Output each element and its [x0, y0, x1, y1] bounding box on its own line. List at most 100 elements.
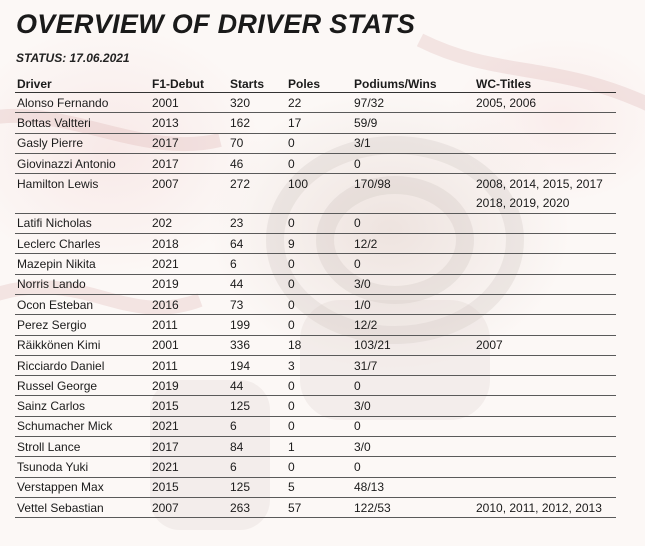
driver-cell: Alonso Fernando [15, 92, 150, 114]
table-row: Perez Sergio 2011 199 0 12/2 [15, 314, 616, 336]
starts-cell [228, 193, 286, 214]
starts-cell: 336 [228, 335, 286, 356]
driver-cell: Ocon Esteban [15, 294, 150, 316]
starts-cell: 84 [228, 436, 286, 458]
driver-cell: Tsunoda Yuki [15, 456, 150, 478]
driver-cell: Perez Sergio [15, 314, 150, 336]
wc-titles-cell [474, 153, 616, 175]
poles-cell: 57 [286, 497, 352, 519]
wc-titles-cell: 2005, 2006 [474, 92, 616, 114]
table-row: Sainz Carlos 2015 125 0 3/0 [15, 395, 616, 417]
f1-debut-cell: 2021 [150, 253, 228, 275]
f1-debut-cell: 2011 [150, 355, 228, 377]
poles-cell: 1 [286, 436, 352, 458]
podiums-wins-cell: 97/32 [352, 92, 474, 114]
podiums-wins-cell: 1/0 [352, 294, 474, 316]
podiums-wins-cell: 170/98 [354, 176, 391, 191]
column-header-starts: Starts [228, 75, 286, 93]
starts-cell: 6 [228, 456, 286, 478]
starts-cell: 6 [228, 416, 286, 438]
driver-cell: Vettel Sebastian [15, 497, 150, 519]
podiums-wins-cell: 3/0 [352, 436, 474, 458]
driver-cell: Räikkönen Kimi [15, 335, 150, 356]
podiums-wins-cell: 0 [352, 253, 474, 275]
podiums-wins-cell: 48/13 [352, 477, 474, 498]
starts-cell: 320 [228, 92, 286, 114]
starts-cell: 125 [228, 477, 286, 498]
driver-cell: Latifi Nicholas [15, 213, 150, 235]
poles-cell: 0 [286, 253, 352, 275]
wc-titles-cell [474, 314, 616, 336]
wc-titles-cell [474, 395, 616, 417]
starts-cell: 23 [228, 213, 286, 235]
podiums-wins-cell: 0 [352, 416, 474, 438]
poles-cell: 18 [286, 335, 352, 356]
starts-cell: 73 [228, 294, 286, 316]
wc-titles-cell: 2007 [474, 335, 616, 356]
f1-debut-cell: 2018 [150, 233, 228, 255]
starts-cell: 70 [228, 133, 286, 154]
f1-debut-cell: 2011 [150, 314, 228, 336]
table-body: Alonso Fernando 2001 320 22 97/32 2005, 2006 B… [15, 92, 616, 519]
podiums-wins-cell: 12/2 [352, 314, 474, 336]
table-row: Hamilton Lewis 2007 272 100 170/98 2008, 2014… [15, 174, 616, 194]
podiums-wins-cell: 0 [352, 375, 474, 397]
table-row: Räikkönen Kimi 2001 336 18 103/21 2007 [15, 335, 616, 356]
table-row: Schumacher Mick 2021 6 0 0 [15, 416, 616, 438]
column-header-f1-debut: F1-Debut [150, 75, 228, 93]
starts-cell: 6 [228, 253, 286, 275]
status-date: STATUS: 17.06.2021 [16, 51, 130, 65]
column-header-podiums-wins: Podiums/Wins [352, 75, 474, 93]
driver-cell: Verstappen Max [15, 477, 150, 498]
podiums-wins-cell: 0 [352, 456, 474, 478]
table-row: Mazepin Nikita 2021 6 0 0 [15, 253, 616, 275]
poles-cell: 0 [286, 375, 352, 397]
column-header-poles: Poles [286, 75, 352, 93]
f1-debut-cell: 2001 [150, 92, 228, 114]
driver-cell: Stroll Lance [15, 436, 150, 458]
poles-cell: 0 [286, 314, 352, 336]
driver-cell: Schumacher Mick [15, 416, 150, 438]
podiums-wins-cell: 12/2 [352, 233, 474, 255]
podiums-wins-cell: 3/1 [352, 133, 474, 154]
driver-cell: Ricciardo Daniel [15, 355, 150, 377]
wc-titles-cell [474, 416, 616, 438]
poles-cell: 0 [286, 294, 352, 316]
starts-cell: 125 [228, 395, 286, 417]
driver-cell: Hamilton Lewis [17, 176, 99, 191]
f1-debut-cell: 2016 [150, 294, 228, 316]
wc-titles-cell [474, 274, 616, 295]
f1-debut-cell: 2007 [152, 176, 179, 191]
podiums-wins-cell: 3/0 [352, 274, 474, 295]
wc-titles-cell [474, 233, 616, 255]
poles-cell: 0 [286, 213, 352, 235]
starts-cell: 263 [228, 497, 286, 519]
poles-cell: 17 [286, 112, 352, 134]
table-row: Bottas Valtteri 2013 162 17 59/9 [15, 112, 616, 134]
f1-debut-cell: 2021 [150, 416, 228, 438]
column-header-wc-titles: WC-Titles [474, 75, 616, 93]
table-row: Leclerc Charles 2018 64 9 12/2 [15, 233, 616, 255]
starts-cell: 64 [228, 233, 286, 255]
table-row: Gasly Pierre 2017 70 0 3/1 [15, 133, 616, 154]
podiums-wins-cell: 31/7 [352, 355, 474, 377]
f1-debut-cell: 2013 [150, 112, 228, 134]
f1-debut-cell: 2019 [150, 274, 228, 295]
f1-debut-cell: 2007 [150, 497, 228, 519]
page-title: OVERVIEW OF DRIVER STATS [16, 9, 416, 39]
table-row: Latifi Nicholas 202 23 0 0 [15, 213, 616, 235]
podiums-wins-cell: 103/21 [352, 335, 474, 356]
poles-cell: 9 [286, 233, 352, 255]
driver-cell: Russel George [15, 375, 150, 397]
table-row: Russel George 2019 44 0 0 [15, 375, 616, 397]
starts-cell: 272 [230, 176, 251, 191]
table-row: Ricciardo Daniel 2011 194 3 31/7 [15, 355, 616, 377]
poles-cell: 0 [286, 456, 352, 478]
driver-stats-table: Driver F1-Debut Starts Poles Podiums/Win… [15, 75, 616, 519]
podiums-wins-cell: 3/0 [352, 395, 474, 417]
poles-cell: 3 [286, 355, 352, 377]
f1-debut-cell: 2001 [150, 335, 228, 356]
f1-debut-cell: 2017 [150, 436, 228, 458]
poles-cell [286, 193, 352, 214]
f1-debut-cell [150, 193, 228, 214]
